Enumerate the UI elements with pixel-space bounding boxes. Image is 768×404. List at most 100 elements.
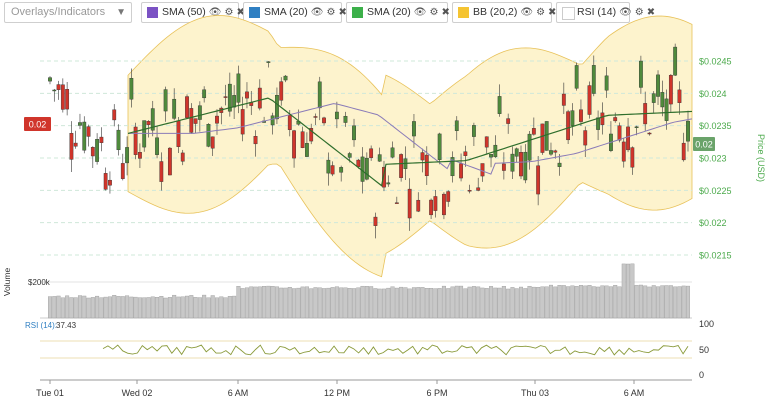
indicator-chip-label: SMA (20)	[367, 6, 411, 18]
volume-bar	[163, 297, 168, 319]
candle-body	[189, 108, 194, 133]
volume-bar	[514, 288, 519, 319]
volume-bar	[189, 295, 194, 319]
candle-body	[574, 65, 579, 89]
volume-bar	[356, 287, 361, 319]
close-icon[interactable]: ✖	[236, 7, 245, 18]
volume-bar	[390, 286, 395, 319]
volume-bar	[343, 287, 348, 319]
eye-icon[interactable]: 👁	[208, 7, 222, 18]
volume-bar	[352, 288, 357, 319]
volume-bar	[364, 286, 369, 319]
price-tick-label: $0.0215	[699, 251, 732, 261]
overlays-indicators-select[interactable]: Overlays/Indicators ▼	[4, 2, 132, 23]
gear-icon[interactable]: ⚙	[224, 7, 234, 18]
candle-body	[382, 166, 386, 188]
candle-body	[138, 152, 142, 159]
volume-bar	[82, 295, 87, 319]
candle-body	[103, 173, 108, 190]
candle-body	[202, 89, 207, 99]
volume-bar	[262, 286, 267, 319]
candle-body	[651, 93, 656, 103]
volume-bar	[416, 287, 421, 319]
volume-bar	[172, 294, 177, 319]
volume-bar	[664, 285, 669, 319]
color-swatch[interactable]	[458, 7, 469, 18]
volume-bar	[73, 297, 78, 319]
candle-body	[523, 151, 528, 181]
indicator-chip-2[interactable]: SMA (20) 👁 ⚙ ✖	[243, 2, 347, 23]
candle-body	[279, 81, 284, 101]
volume-bar	[193, 297, 198, 319]
indicator-chip-5[interactable]: RSI (14) 👁 ⚙ ✖	[556, 2, 655, 23]
price-tick-label: $0.0225	[699, 186, 732, 196]
candle-body	[90, 147, 95, 157]
candle-body	[583, 130, 588, 146]
close-icon[interactable]: ✖	[441, 7, 450, 18]
chevron-down-icon[interactable]: ▼	[116, 7, 126, 18]
candle-body	[270, 115, 275, 126]
volume-bar	[313, 287, 318, 319]
volume-bar	[399, 286, 404, 319]
candle-body	[677, 89, 682, 103]
last-price-label: 0.02	[695, 140, 713, 150]
candle-body	[317, 81, 322, 109]
volume-bar	[403, 287, 408, 319]
volume-bar	[137, 297, 142, 319]
close-icon[interactable]: ✖	[646, 7, 656, 18]
volume-bar	[90, 297, 95, 319]
volume-bar	[99, 297, 104, 319]
volume-bar	[214, 297, 219, 319]
eye-icon[interactable]: 👁	[520, 7, 534, 18]
candle-body	[356, 159, 361, 167]
close-icon[interactable]: ✖	[548, 7, 557, 18]
color-swatch[interactable]	[147, 7, 158, 18]
candle-body	[557, 162, 562, 167]
candle-body	[442, 193, 446, 216]
candle-body	[638, 60, 643, 88]
color-swatch[interactable]	[562, 7, 575, 20]
gear-icon[interactable]: ⚙	[429, 7, 439, 18]
candle-body	[681, 142, 686, 161]
close-icon[interactable]: ✖	[338, 7, 347, 18]
eye-icon[interactable]: 👁	[619, 7, 632, 18]
candle-body	[561, 93, 566, 106]
candle-body	[305, 143, 309, 157]
gear-icon[interactable]: ⚙	[634, 7, 644, 18]
candle-body	[52, 89, 57, 92]
volume-bar	[489, 286, 494, 319]
volume-bar	[279, 287, 284, 319]
volume-bar	[668, 285, 673, 319]
volume-bar	[638, 284, 643, 319]
candle-body	[437, 133, 442, 160]
candle-body	[553, 150, 558, 153]
color-swatch[interactable]	[249, 7, 260, 18]
volume-bar	[557, 285, 562, 319]
overlays-indicators-placeholder: Overlays/Indicators	[11, 6, 106, 18]
indicator-chip-4[interactable]: BB (20,2) 👁 ⚙ ✖	[452, 2, 556, 23]
candle-body	[600, 112, 605, 125]
candle-body	[78, 122, 82, 126]
candle-body	[253, 136, 258, 145]
volume-bar	[519, 286, 524, 319]
candle-body	[146, 121, 151, 125]
volume-bar	[591, 286, 596, 319]
candle-body	[514, 148, 519, 157]
eye-icon[interactable]: 👁	[413, 7, 427, 18]
eye-icon[interactable]: 👁	[310, 7, 324, 18]
volume-bar	[257, 286, 262, 319]
volume-bar	[561, 285, 566, 319]
candle-body	[343, 115, 348, 123]
volume-bar	[548, 284, 553, 319]
volume-bar	[411, 287, 416, 319]
volume-bar	[484, 288, 489, 319]
color-swatch[interactable]	[352, 7, 363, 18]
sma-20-line	[127, 97, 693, 187]
candle-body	[223, 96, 228, 98]
volume-bar	[369, 286, 374, 319]
gear-icon[interactable]: ⚙	[326, 7, 336, 18]
current-price-label: 0.02	[29, 120, 47, 130]
indicator-chip-3[interactable]: SMA (20) 👁 ⚙ ✖	[346, 2, 450, 23]
gear-icon[interactable]: ⚙	[536, 7, 546, 18]
